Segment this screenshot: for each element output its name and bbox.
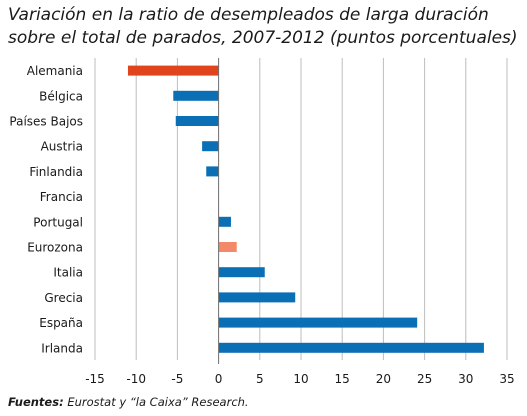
bar-portugal xyxy=(218,216,231,227)
bar-países-bajos xyxy=(175,116,219,126)
bars xyxy=(127,65,484,353)
category-label: Francia xyxy=(40,190,83,204)
bar-eurozona xyxy=(218,242,237,252)
category-label: Bélgica xyxy=(39,89,83,103)
category-label: Alemania xyxy=(27,64,83,78)
x-tick-label: 15 xyxy=(335,372,350,386)
category-label: Finlandia xyxy=(29,165,83,179)
chart-title: Variación en la ratio de desempleados de… xyxy=(8,4,520,50)
source-note: Fuentes: Eurostat y “la Caixa” Research. xyxy=(8,395,249,409)
x-tick-label: 30 xyxy=(458,372,473,386)
gridlines xyxy=(94,58,508,360)
source-label: Fuentes: xyxy=(8,395,64,409)
x-tick-label: 0 xyxy=(215,372,223,386)
source-text: Eurostat y “la Caixa” Research. xyxy=(63,395,249,409)
bar-bélgica xyxy=(173,90,219,101)
category-label: Eurozona xyxy=(27,241,83,255)
category-label: Irlanda xyxy=(41,341,83,355)
bar-italia xyxy=(218,267,265,278)
bar-irlanda xyxy=(218,342,484,353)
bar-alemania xyxy=(127,65,219,76)
x-tick-label: -15 xyxy=(85,372,105,386)
category-label: Países Bajos xyxy=(9,115,83,129)
x-tick-label: 25 xyxy=(417,372,432,386)
category-label: Grecia xyxy=(44,291,83,305)
x-axis-ticks: -15 -10 -5 0 5 10 15 20 25 30 35 xyxy=(85,372,514,386)
category-label: Portugal xyxy=(33,215,83,229)
bar-grecia xyxy=(218,292,296,303)
x-tick-label: -10 xyxy=(126,372,146,386)
x-tick-label: 35 xyxy=(499,372,514,386)
bar-finlandia xyxy=(206,166,219,177)
category-label: España xyxy=(39,316,83,330)
chart-title-line-1: Variación en la ratio de desempleados de… xyxy=(8,5,489,25)
x-tick-label: -5 xyxy=(171,372,183,386)
category-labels: Alemania Bélgica Países Bajos Austria Finlan… xyxy=(9,64,83,355)
category-label: Italia xyxy=(53,266,83,280)
x-tick-label: 20 xyxy=(376,372,391,386)
x-tick-label: 5 xyxy=(256,372,264,386)
category-label: Austria xyxy=(41,140,83,154)
bar-austria xyxy=(202,141,219,152)
chart-title-line-2: sobre el total de parados, 2007-2012 (pu… xyxy=(8,28,518,48)
bar-españa xyxy=(218,317,418,328)
x-tick-label: 10 xyxy=(293,372,308,386)
